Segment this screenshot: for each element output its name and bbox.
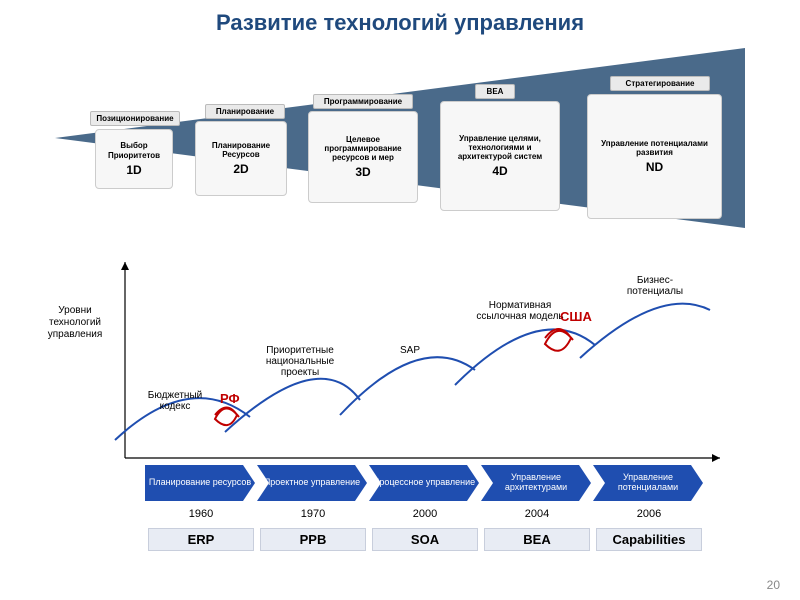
acronym-ERP: ERP bbox=[148, 528, 254, 551]
stage-card-desc: Управление потенциалами развития bbox=[591, 139, 718, 157]
annotation-2: SAP bbox=[390, 345, 430, 356]
page-title: Развитие технологий управления bbox=[0, 0, 800, 36]
stage-card-1: Планирование Ресурсов 2D bbox=[195, 121, 287, 196]
page-number: 20 bbox=[767, 578, 780, 592]
phase-arrow-4: Управление потенциалами bbox=[593, 465, 703, 501]
stage-card-2: Целевое программирование ресурсов и мер 3… bbox=[308, 111, 418, 203]
phase-arrow-3: Управление архитектурами bbox=[481, 465, 591, 501]
phase-arrow-2: Процессное управление bbox=[369, 465, 479, 501]
phase-arrow-row: Планирование ресурсовПроектное управлени… bbox=[145, 465, 705, 501]
annotation-4: Бизнес-потенциалы bbox=[610, 275, 700, 297]
annotation-3: Нормативная ссылочная модель bbox=[470, 300, 570, 322]
stage-card-dim: 2D bbox=[233, 162, 248, 176]
year-1970: 1970 bbox=[301, 508, 325, 520]
stage-card-4: Управление потенциалами развития ND bbox=[587, 94, 722, 219]
stage-card-desc: Выбор Приоритетов bbox=[99, 141, 169, 159]
acronym-row: ERP PPB SOA BEA Capabilities bbox=[145, 528, 705, 551]
stage-card-desc: Планирование Ресурсов bbox=[199, 141, 283, 159]
year-row: 1960 1970 2000 2004 2006 bbox=[145, 508, 705, 520]
annotation-1: Приоритетные национальные проекты bbox=[250, 345, 350, 378]
stage-card-3: Управление целями, технологиями и архите… bbox=[440, 101, 560, 211]
annotation-0: Бюджетный кодекс bbox=[135, 390, 215, 412]
stage-card-desc: Целевое программирование ресурсов и мер bbox=[312, 135, 414, 163]
stage-card-dim: ND bbox=[646, 160, 663, 174]
year-1960: 1960 bbox=[189, 508, 213, 520]
year-2004: 2004 bbox=[525, 508, 549, 520]
evolution-wedge-panel: Позиционирование Выбор Приоритетов 1D Плани… bbox=[55, 48, 745, 228]
marker-label-РФ: РФ bbox=[220, 392, 240, 406]
acronym-SOA: SOA bbox=[372, 528, 478, 551]
stage-card-dim: 3D bbox=[355, 165, 370, 179]
s-curve-chart: Уровни технологий управления Бюджетный к… bbox=[40, 250, 760, 580]
stage-label-3: BEA bbox=[475, 84, 515, 99]
marker-label-США: США bbox=[560, 310, 592, 324]
stage-card-desc: Управление целями, технологиями и архите… bbox=[444, 134, 556, 162]
stage-card-0: Выбор Приоритетов 1D bbox=[95, 129, 173, 189]
stage-card-dim: 4D bbox=[492, 164, 507, 178]
phase-arrow-0: Планирование ресурсов bbox=[145, 465, 255, 501]
acronym-Capabilities: Capabilities bbox=[596, 528, 702, 551]
stage-card-dim: 1D bbox=[126, 163, 141, 177]
acronym-BEA: BEA bbox=[484, 528, 590, 551]
stage-label-4: Стратегирование bbox=[610, 76, 710, 91]
year-2000: 2000 bbox=[413, 508, 437, 520]
stage-label-0: Позиционирование bbox=[90, 111, 180, 126]
phase-arrow-1: Проектное управление bbox=[257, 465, 367, 501]
stage-label-1: Планирование bbox=[205, 104, 285, 119]
stage-label-2: Программирование bbox=[313, 94, 413, 109]
acronym-PPB: PPB bbox=[260, 528, 366, 551]
year-2006: 2006 bbox=[637, 508, 661, 520]
